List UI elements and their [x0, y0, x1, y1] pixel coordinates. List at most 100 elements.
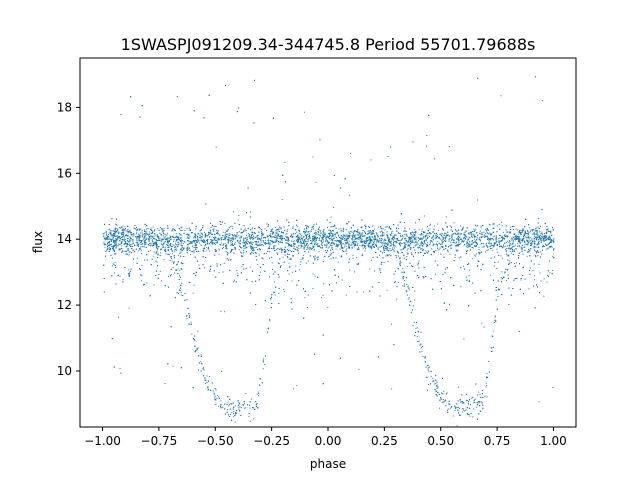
data-point: [442, 236, 444, 238]
data-point: [170, 245, 171, 247]
data-point: [250, 242, 252, 244]
data-point: [539, 272, 541, 274]
data-point: [275, 241, 276, 243]
data-point: [151, 245, 153, 247]
data-point: [427, 364, 429, 366]
data-point: [429, 228, 431, 230]
data-point: [164, 233, 166, 235]
data-point: [379, 269, 381, 271]
data-point: [377, 239, 378, 241]
data-point: [300, 261, 302, 263]
data-point: [476, 406, 478, 408]
data-point: [435, 389, 437, 391]
data-point: [437, 223, 439, 225]
data-point: [321, 297, 323, 299]
data-point: [314, 259, 316, 261]
data-point: [436, 240, 438, 242]
data-point: [157, 228, 159, 230]
data-point: [443, 390, 445, 392]
data-point: [143, 235, 145, 237]
data-point: [195, 244, 197, 246]
data-point: [188, 235, 190, 236]
data-point: [342, 231, 344, 233]
data-point: [118, 248, 120, 250]
data-point: [437, 386, 439, 388]
data-point: [181, 230, 183, 231]
data-point: [511, 262, 512, 263]
data-point: [267, 241, 269, 243]
data-point: [528, 250, 530, 252]
data-point: [442, 399, 444, 401]
data-point: [103, 244, 105, 246]
data-point: [122, 235, 124, 237]
data-point: [460, 238, 462, 240]
data-point: [410, 312, 412, 313]
data-point: [462, 409, 464, 411]
data-point: [463, 338, 465, 340]
data-point: [473, 400, 475, 401]
data-point: [546, 233, 547, 234]
data-point: [442, 393, 444, 395]
data-point: [536, 227, 538, 229]
data-point: [204, 236, 206, 238]
data-point: [520, 279, 522, 281]
data-point: [229, 233, 231, 235]
data-point: [252, 252, 254, 254]
data-point: [291, 244, 293, 246]
data-point: [234, 279, 235, 281]
data-point: [114, 236, 116, 237]
data-point: [530, 229, 532, 231]
data-point: [459, 234, 461, 236]
data-point: [528, 231, 530, 233]
data-point: [418, 238, 420, 240]
data-point: [500, 276, 502, 278]
data-point: [512, 240, 514, 241]
data-point: [254, 232, 256, 233]
data-point: [381, 238, 383, 240]
data-point: [543, 278, 545, 280]
data-point: [256, 403, 258, 405]
data-point: [373, 230, 374, 232]
data-point: [368, 236, 370, 238]
data-point: [457, 236, 459, 238]
data-point: [471, 236, 473, 238]
data-point: [172, 267, 174, 268]
data-point: [241, 266, 243, 268]
data-point: [394, 238, 396, 240]
data-point: [157, 244, 158, 246]
data-point: [501, 225, 503, 227]
data-point: [312, 288, 314, 289]
data-point: [290, 240, 292, 242]
data-point: [217, 238, 219, 240]
data-point: [471, 236, 473, 238]
data-point: [123, 225, 125, 227]
data-point: [270, 302, 272, 304]
data-point: [517, 242, 519, 244]
data-point: [167, 239, 169, 241]
data-point: [223, 239, 224, 241]
data-point: [358, 368, 360, 370]
data-point: [304, 246, 306, 248]
data-point: [552, 255, 554, 257]
data-point: [244, 247, 246, 249]
data-point: [538, 263, 540, 265]
data-point: [407, 285, 409, 287]
data-point: [218, 230, 220, 232]
data-point: [408, 242, 410, 244]
data-point: [505, 245, 507, 247]
data-point: [500, 255, 502, 257]
data-point: [383, 250, 385, 252]
data-point: [514, 239, 516, 240]
data-point: [229, 416, 230, 418]
data-point: [490, 274, 492, 276]
data-point: [489, 246, 491, 248]
data-point: [122, 279, 124, 280]
data-point: [257, 391, 259, 393]
data-point: [395, 270, 396, 272]
data-point: [413, 322, 415, 324]
data-point: [384, 248, 386, 249]
data-point: [410, 238, 412, 240]
data-point: [144, 241, 145, 243]
data-point: [384, 246, 386, 248]
data-point: [542, 246, 543, 248]
